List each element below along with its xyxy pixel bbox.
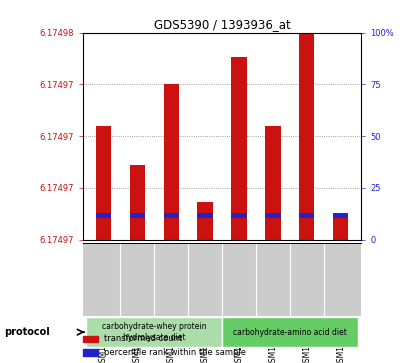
Text: percentile rank within the sample: percentile rank within the sample bbox=[104, 348, 246, 357]
Bar bbox=[333, 215, 348, 240]
Bar bbox=[299, 213, 315, 218]
Bar bbox=[222, 317, 358, 347]
Bar bbox=[333, 213, 348, 218]
Text: carbohydrate-whey protein
hydrolysate diet: carbohydrate-whey protein hydrolysate di… bbox=[102, 322, 206, 342]
Bar bbox=[129, 165, 145, 240]
Bar bbox=[299, 33, 315, 240]
Bar bbox=[96, 213, 111, 218]
Text: carbohydrate-amino acid diet: carbohydrate-amino acid diet bbox=[233, 328, 347, 337]
Text: transformed count: transformed count bbox=[104, 334, 182, 343]
Bar bbox=[83, 335, 98, 342]
Bar bbox=[96, 126, 111, 240]
Bar bbox=[231, 57, 247, 240]
Bar bbox=[198, 213, 213, 218]
Bar bbox=[164, 213, 179, 218]
Bar bbox=[265, 213, 281, 218]
Bar bbox=[83, 350, 98, 356]
Bar bbox=[129, 213, 145, 218]
Bar bbox=[164, 84, 179, 240]
Bar bbox=[86, 317, 222, 347]
Text: protocol: protocol bbox=[4, 327, 50, 337]
Title: GDS5390 / 1393936_at: GDS5390 / 1393936_at bbox=[154, 19, 290, 32]
Bar bbox=[265, 126, 281, 240]
Bar bbox=[231, 213, 247, 218]
Bar bbox=[198, 202, 213, 240]
